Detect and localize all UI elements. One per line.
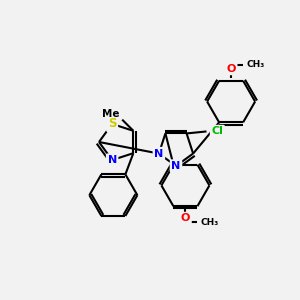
Text: O: O bbox=[226, 64, 236, 74]
Text: Me: Me bbox=[102, 109, 119, 118]
Text: N: N bbox=[154, 148, 164, 159]
Text: O: O bbox=[181, 213, 190, 224]
Text: CH₃: CH₃ bbox=[200, 218, 219, 227]
Text: S: S bbox=[108, 117, 116, 130]
Text: N: N bbox=[107, 155, 117, 165]
Text: CH₃: CH₃ bbox=[246, 60, 264, 69]
Text: Cl: Cl bbox=[212, 126, 224, 136]
Text: N: N bbox=[171, 161, 181, 171]
